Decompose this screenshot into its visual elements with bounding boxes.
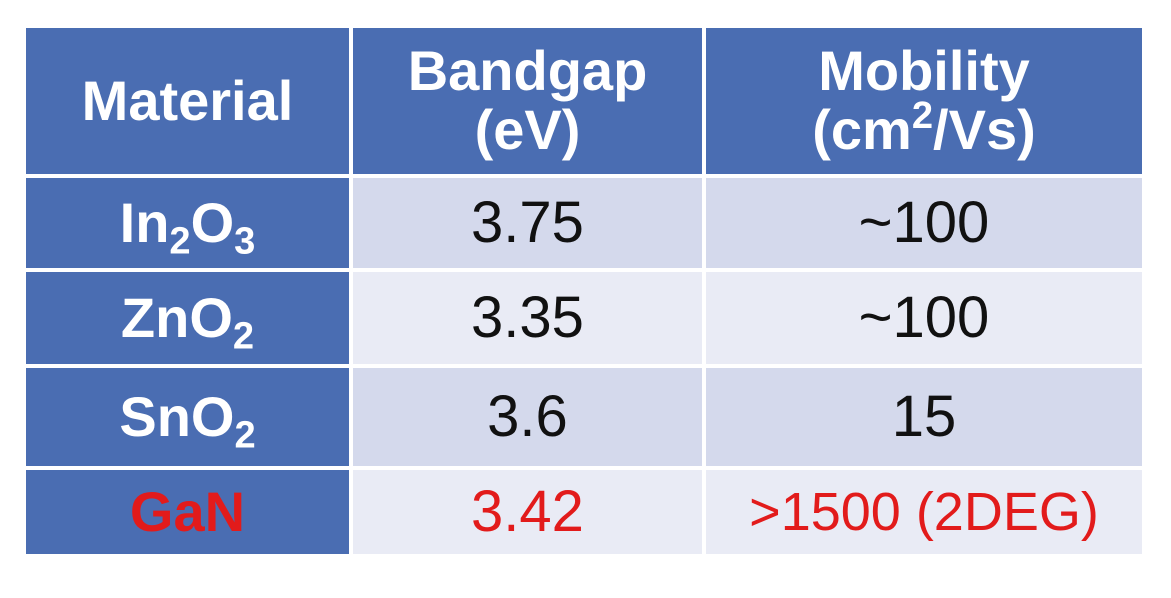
bandgap-cell: 3.35	[353, 272, 702, 364]
table-header: Material Bandgap (eV) Mobility (cm2/Vs)	[26, 28, 1142, 174]
mobility-unit-sup: 2	[911, 95, 934, 138]
header-bandgap: Bandgap (eV)	[353, 28, 702, 174]
formula-subscript: 2	[169, 220, 191, 263]
header-row: Material Bandgap (eV) Mobility (cm2/Vs)	[26, 28, 1142, 174]
header-mobility-unit: (cm2/Vs)	[706, 97, 1142, 161]
header-material-label: Material	[81, 68, 294, 132]
mobility-cell: >1500 (2DEG)	[706, 470, 1142, 554]
formula-part: O	[190, 190, 235, 254]
table-row-gan: GaN 3.42 >1500 (2DEG)	[26, 470, 1142, 554]
formula-subscript: 3	[234, 220, 256, 263]
mobility-unit-pre: (cm	[812, 98, 912, 161]
bandgap-cell: 3.75	[353, 178, 702, 268]
table-row-in2o3: In2O3 3.75 ~100	[26, 178, 1142, 268]
formula-part: SnO	[119, 384, 235, 448]
material-cell: GaN	[26, 470, 349, 554]
materials-table: Material Bandgap (eV) Mobility (cm2/Vs) …	[22, 24, 1146, 558]
formula-subscript: 2	[232, 315, 255, 358]
material-cell: SnO2	[26, 368, 349, 466]
header-bandgap-unit: (eV)	[474, 98, 581, 161]
mobility-unit-post: /Vs)	[933, 98, 1036, 161]
formula-part: GaN	[129, 479, 246, 543]
table-body: In2O3 3.75 ~100 ZnO2 3.35 ~100 SnO2 3.6 …	[26, 178, 1142, 554]
formula-part: ZnO	[120, 285, 233, 349]
formula-part: In	[119, 190, 170, 254]
mobility-cell: ~100	[706, 178, 1142, 268]
table-row-zno2: ZnO2 3.35 ~100	[26, 272, 1142, 364]
mobility-cell: ~100	[706, 272, 1142, 364]
header-material: Material	[26, 28, 349, 174]
header-bandgap-line1: Bandgap	[407, 39, 648, 103]
header-mobility-line1: Mobility	[818, 39, 1030, 103]
mobility-cell: 15	[706, 368, 1142, 466]
bandgap-cell: 3.6	[353, 368, 702, 466]
table-row-sno2: SnO2 3.6 15	[26, 368, 1142, 466]
material-cell: ZnO2	[26, 272, 349, 364]
bandgap-cell: 3.42	[353, 470, 702, 554]
header-mobility: Mobility (cm2/Vs)	[706, 28, 1142, 174]
formula-subscript: 2	[234, 414, 256, 457]
material-cell: In2O3	[26, 178, 349, 268]
